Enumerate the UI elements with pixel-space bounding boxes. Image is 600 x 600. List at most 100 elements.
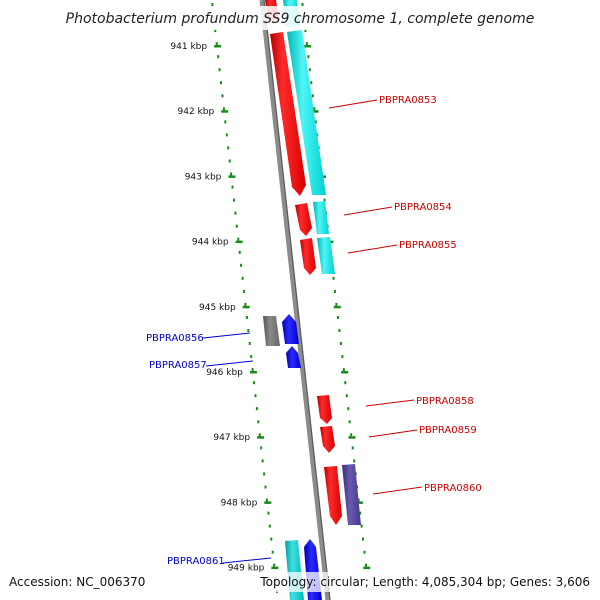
ruler-minor-tick [218,68,221,72]
ruler-minor-tick [347,407,350,411]
ruler-label: 946 kbp [206,368,243,378]
ruler-minor-tick [255,407,258,411]
ruler-minor-tick [264,485,267,489]
ruler-minor-tick [307,55,310,59]
ruler-major-tick-right [348,436,356,439]
ruler-minor-tick [348,420,351,424]
ruler-major-tick-left [257,436,265,439]
ruler-minor-tick [215,42,218,46]
ruler-label: 944 kbp [192,238,229,248]
ruler-major-tick-right [341,371,349,374]
ruler-minor-tick [260,446,263,450]
ruler-minor-tick [235,224,238,228]
gene-PBPRA0853[interactable] [270,32,306,196]
ruler-minor-tick [313,107,316,111]
gene-label[interactable]: PBPRA0858 [416,396,474,407]
ruler-minor-tick [248,342,251,345]
ruler-minor-tick [273,563,276,567]
ruler-ticks [211,3,371,593]
ruler-minor-tick [240,263,243,267]
ruler-minor-tick [227,146,230,150]
ruler-minor-tick [265,498,268,502]
ruler-major-tick-left [264,501,272,504]
gene-PBPRA0859[interactable] [320,426,335,453]
ruler-major-tick-right [333,305,341,309]
gene-PBPRA0856-blue[interactable] [282,314,299,344]
ruler-label: 945 kbp [199,303,236,313]
gene-PBPRA0857[interactable] [286,346,301,368]
ruler-minor-tick [336,316,339,319]
ruler-minor-tick [334,289,336,293]
ruler-label: 947 kbp [213,433,250,443]
ruler-label: 942 kbp [178,107,215,117]
ruler-minor-tick [251,368,254,372]
gene-PBPRA0858[interactable] [317,395,332,424]
ruler-minor-tick [244,302,247,306]
ruler-minor-tick [271,550,274,554]
ruler-minor-tick [253,381,255,385]
ruler-major-tick-left [214,45,222,48]
ruler-minor-tick [314,120,317,124]
ruler-minor-tick [310,81,313,85]
ruler-major-tick-left [242,305,250,309]
ruler-minor-tick [243,289,245,293]
gene-PBPRA0860-purple[interactable] [342,464,361,525]
ruler-minor-tick [241,276,244,280]
ruler-major-tick-left [228,175,236,178]
ruler-minor-tick [224,120,227,124]
ruler-minor-tick [214,29,217,33]
ruler-minor-tick [342,368,345,372]
gene-label[interactable]: PBPRA0857 [149,360,207,371]
ruler-minor-tick [332,276,335,280]
ruler-label: 949 kbp [228,564,265,574]
ruler-minor-tick [231,185,234,189]
genome-backbone-shadow [263,0,331,600]
ruler-major-tick-right [304,45,312,48]
ruler-minor-tick [304,29,307,33]
ruler-minor-tick [365,563,367,567]
ruler-label: 948 kbp [221,498,258,508]
gene-PBPRA0854[interactable] [295,203,312,236]
gene-PBPRA0856[interactable] [263,316,280,346]
ruler-minor-tick [267,511,270,515]
ruler-minor-tick [211,3,214,6]
gene-PBPRA0853-cyan[interactable] [287,30,326,195]
ruler-minor-tick [345,394,348,398]
ruler-minor-tick [353,459,356,463]
gene-label[interactable]: PBPRA0854 [394,202,452,213]
gene-PBPRA0855[interactable] [300,238,316,275]
accession-text: Accession: NC_006370 [9,575,145,589]
ruler-minor-tick [221,94,224,98]
gene-label[interactable]: PBPRA0860 [424,483,482,494]
ruler-minor-tick [263,472,266,476]
gene-PBPRA0855-cyan[interactable] [317,237,335,274]
ruler-labels: 941 kbp 942 kbp 943 kbp 944 kbp 945 kbp 946 k… [170,42,264,574]
gene-label[interactable]: PBPRA0853 [379,95,437,106]
ruler-label: 941 kbp [170,42,207,52]
ruler-minor-tick [234,211,237,215]
ruler-minor-tick [359,511,362,515]
ruler-minor-tick [254,394,257,398]
ruler-minor-tick [362,537,364,541]
gene-PBPRA0854-cyan[interactable] [313,201,329,234]
genome-summary-text: Topology: circular; Length: 4,085,304 bp… [259,575,590,589]
gene-label[interactable]: PBPRA0861 [167,556,225,567]
map-title: Photobacterium profundum SS9 chromosome … [66,11,535,27]
ruler-minor-tick [351,446,354,450]
gene-label[interactable]: PBPRA0859 [419,425,477,436]
ruler-minor-tick [233,198,235,202]
ruler-minor-tick [311,94,314,98]
ruler-minor-tick [222,107,225,111]
ruler-major-tick-right [363,566,371,570]
ruler-minor-tick [301,3,304,6]
ruler-major-tick-right [355,501,363,504]
genome-backbone [259,0,331,600]
ruler-minor-tick [225,133,228,137]
gene-label[interactable]: PBPRA0856 [146,333,204,344]
gene-label[interactable]: PBPRA0855 [399,240,457,251]
gene-PBPRA0860[interactable] [324,466,342,525]
ruler-minor-tick [308,68,311,72]
gene-labels: PBPRA0853 PBPRA0854 PBPRA0855 PBPRA0856 … [146,95,482,567]
ruler-minor-tick [305,42,308,46]
